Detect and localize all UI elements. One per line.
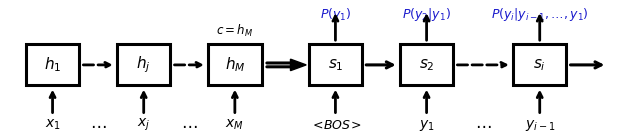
Text: $<\!BOS\!>$: $<\!BOS\!>$ — [310, 119, 361, 132]
Text: $y_{i-1}$: $y_{i-1}$ — [525, 118, 555, 132]
FancyBboxPatch shape — [117, 44, 171, 85]
Text: $P(y_1)$: $P(y_1)$ — [319, 6, 351, 23]
Text: $s_i$: $s_i$ — [534, 57, 546, 73]
Text: $\cdots$: $\cdots$ — [90, 116, 106, 134]
Text: $h_1$: $h_1$ — [44, 56, 61, 74]
Text: $s_1$: $s_1$ — [328, 57, 343, 73]
Text: $P(y_i|y_{i-1},\ldots,y_1)$: $P(y_i|y_{i-1},\ldots,y_1)$ — [491, 6, 588, 23]
Text: $\cdots$: $\cdots$ — [475, 116, 491, 134]
Text: $y_1$: $y_1$ — [419, 118, 435, 132]
Text: $P(y_2|y_1)$: $P(y_2|y_1)$ — [402, 6, 451, 23]
Text: $h_j$: $h_j$ — [137, 55, 151, 75]
FancyBboxPatch shape — [309, 44, 362, 85]
Text: $h_M$: $h_M$ — [224, 56, 245, 74]
Text: $x_j$: $x_j$ — [137, 117, 151, 133]
Text: $\cdots$: $\cdots$ — [181, 116, 198, 134]
FancyBboxPatch shape — [208, 44, 261, 85]
FancyBboxPatch shape — [513, 44, 566, 85]
Polygon shape — [290, 59, 306, 71]
Text: $c = h_M$: $c = h_M$ — [216, 23, 253, 39]
Text: $x_M$: $x_M$ — [226, 118, 244, 132]
FancyBboxPatch shape — [26, 44, 79, 85]
Text: $s_2$: $s_2$ — [419, 57, 435, 73]
Text: $x_1$: $x_1$ — [45, 118, 60, 132]
FancyBboxPatch shape — [400, 44, 454, 85]
